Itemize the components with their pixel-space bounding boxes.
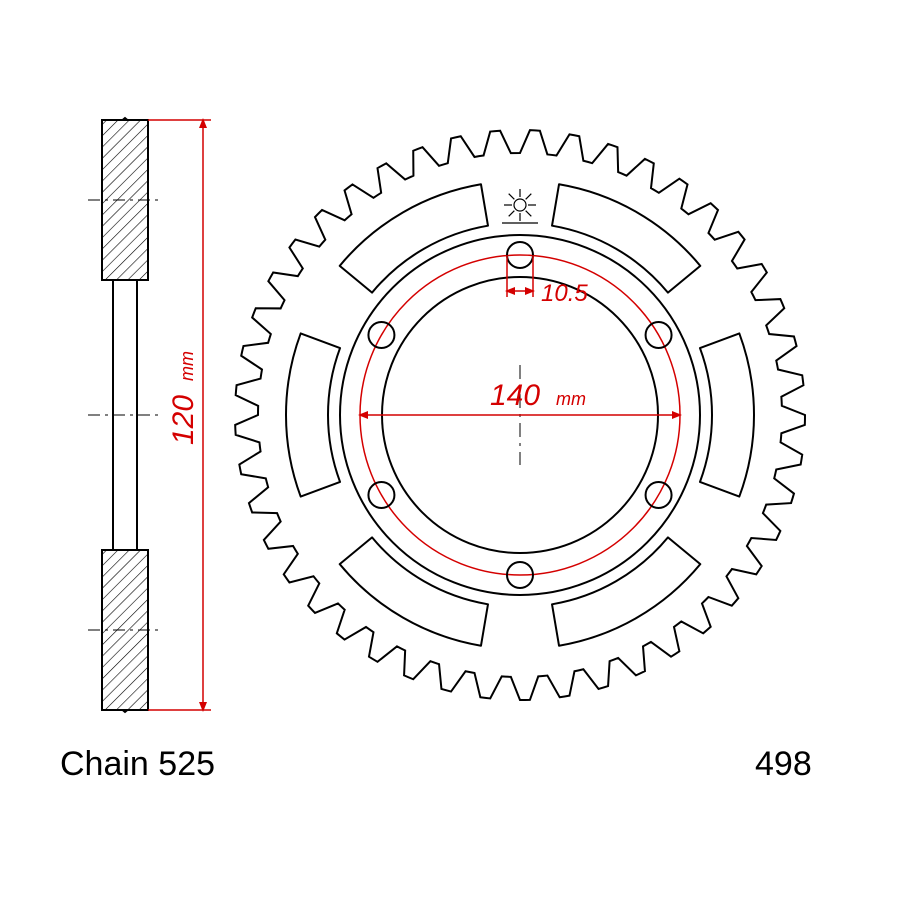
part-number-label: 498 bbox=[755, 745, 812, 783]
spoke-cutout bbox=[700, 333, 754, 496]
dim-bolt-hole-label: 10.5 bbox=[541, 280, 588, 307]
logo-mark bbox=[502, 189, 538, 223]
spoke-cutout bbox=[552, 537, 700, 645]
sprocket-side-profile: 120 mm bbox=[88, 118, 211, 712]
svg-text:120: 120 bbox=[167, 395, 200, 445]
dim-side-height-label: 120 mm bbox=[167, 351, 200, 445]
spoke-cutout bbox=[552, 184, 700, 292]
sprocket-front-view: 140 mm 10.5 bbox=[235, 130, 805, 700]
spoke-cutout bbox=[340, 184, 488, 292]
chain-label: Chain 525 bbox=[60, 745, 215, 783]
dim-bolt-circle-label: 140 bbox=[490, 379, 540, 412]
spoke-cutout bbox=[286, 333, 340, 496]
dim-bolt-circle-unit: mm bbox=[556, 389, 586, 409]
svg-text:mm: mm bbox=[177, 351, 197, 381]
